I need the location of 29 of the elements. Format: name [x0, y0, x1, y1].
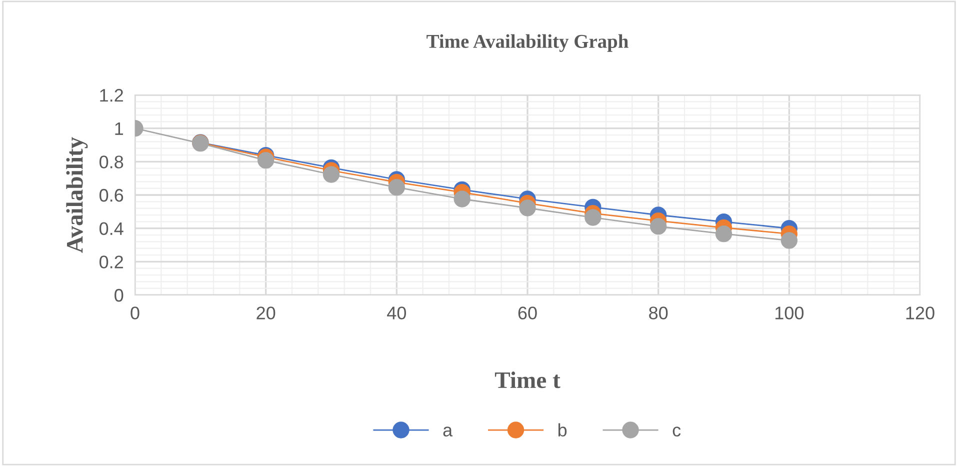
point	[650, 218, 667, 235]
y-tick-label: 1.2	[100, 88, 123, 102]
x-tick-label: 20	[256, 306, 276, 320]
point	[519, 200, 536, 216]
x-tick-label: 60	[518, 306, 537, 320]
point	[780, 232, 798, 249]
point	[584, 209, 602, 226]
y-tick-label: 1	[115, 122, 124, 135]
x-tick-label: 80	[649, 306, 668, 320]
point	[258, 152, 274, 169]
point	[388, 179, 405, 196]
point	[322, 166, 340, 183]
legend-label: b	[558, 423, 567, 437]
x-tick-label: 0	[130, 306, 140, 320]
y-tick-label: 0.2	[99, 256, 123, 268]
legend-label: a	[443, 426, 453, 437]
x-axis-title: Time t	[494, 372, 560, 388]
chart-title: Time Availability Graph	[426, 34, 628, 52]
y-tick-label: 0.8	[99, 156, 124, 168]
x-tick-label: 120	[906, 306, 934, 320]
point	[454, 190, 470, 208]
legend-label: c	[672, 426, 681, 437]
y-tick-label: 0.6	[99, 188, 124, 202]
y-tick-label: 0	[114, 288, 124, 302]
point	[715, 226, 732, 242]
x-tick-label: 40	[387, 306, 406, 320]
y-tick-label: 0.4	[99, 222, 124, 236]
y-axis-title: Availability	[66, 137, 88, 253]
x-tick-label: 100	[775, 306, 804, 320]
